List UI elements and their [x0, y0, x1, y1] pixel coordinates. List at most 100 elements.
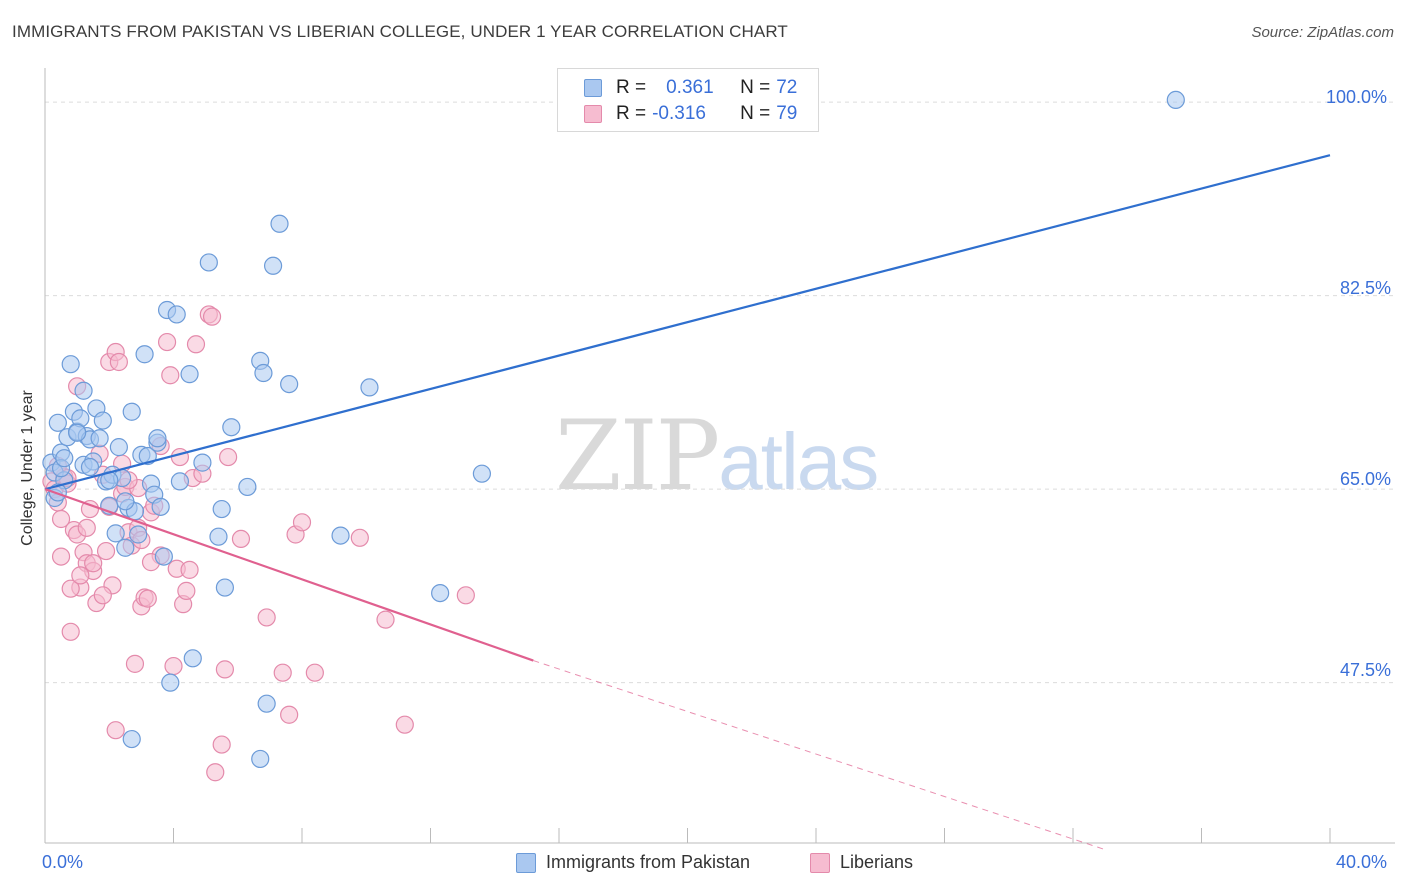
data-point — [135, 345, 154, 364]
data-point — [90, 429, 109, 448]
data-point — [215, 660, 234, 679]
legend-n-value: 72 — [776, 77, 798, 98]
data-point — [456, 586, 475, 605]
data-point — [106, 524, 125, 543]
data-point — [212, 735, 231, 754]
data-point — [170, 447, 190, 467]
data-point — [257, 694, 276, 713]
legend-r-label: R = — [616, 77, 647, 98]
data-point — [80, 457, 100, 477]
trend-line-liberians-extension — [533, 660, 1106, 851]
data-point — [238, 477, 257, 497]
data-point — [109, 438, 128, 457]
data-point — [109, 352, 128, 372]
correlation-legend: R = 0.361 N = 72 R = -0.316 N = 79 — [557, 68, 819, 132]
data-point — [1166, 90, 1185, 110]
data-point — [257, 608, 276, 627]
data-point — [280, 705, 299, 724]
legend-r-label: R = — [616, 103, 647, 124]
legend-n-value: 79 — [776, 103, 798, 124]
data-point — [161, 673, 180, 692]
data-point — [61, 355, 80, 374]
y-axis-label: College, Under 1 year — [19, 390, 36, 546]
watermark-atlas: atlas — [718, 417, 879, 506]
legend-label-liberians: Liberians — [840, 852, 914, 872]
data-point — [360, 378, 379, 397]
y-tick-100: 100.0% — [1326, 87, 1388, 107]
y-tick-47-5: 47.5% — [1340, 660, 1392, 680]
data-point — [331, 526, 350, 545]
chart-title: IMMIGRANTS FROM PAKISTAN VS LIBERIAN COL… — [12, 22, 788, 41]
data-point — [48, 483, 67, 502]
data-point — [177, 581, 196, 600]
data-point — [61, 622, 80, 641]
data-point — [167, 305, 186, 324]
data-point — [74, 381, 93, 400]
data-point — [106, 721, 125, 740]
data-point — [51, 547, 71, 566]
data-point — [164, 656, 183, 676]
data-point — [71, 566, 90, 585]
data-point — [68, 423, 87, 442]
legend-swatch-pink — [810, 852, 830, 873]
legend-row-pakistan: R = 0.361 N = 72 — [584, 75, 797, 101]
data-point — [395, 715, 414, 734]
data-point — [472, 464, 491, 483]
data-point — [251, 749, 270, 769]
data-point — [151, 497, 170, 516]
data-point — [180, 365, 199, 384]
data-point — [219, 447, 238, 467]
data-point — [209, 527, 228, 546]
data-point — [157, 332, 177, 352]
data-point — [48, 413, 67, 432]
source-label: Source: ZipAtlas.com — [1251, 24, 1394, 41]
data-point — [193, 453, 212, 472]
data-point — [61, 579, 80, 598]
legend-item-pakistan[interactable]: Immigrants from Pakistan — [516, 852, 750, 873]
data-point — [122, 729, 141, 749]
data-point — [431, 583, 450, 603]
legend-label-pakistan: Immigrants from Pakistan — [546, 852, 751, 872]
data-point — [305, 663, 324, 682]
legend-r-value: 0.361 — [666, 77, 714, 98]
legend-n-label: N = — [740, 103, 771, 124]
data-point — [270, 214, 289, 233]
data-point — [254, 363, 273, 383]
data-point — [55, 449, 74, 468]
data-point — [206, 763, 225, 782]
data-point — [212, 499, 231, 519]
data-point — [148, 429, 167, 448]
data-point — [93, 411, 112, 430]
series-legend: Immigrants from Pakistan Liberians — [0, 852, 1406, 876]
data-point — [125, 654, 145, 673]
data-point — [215, 578, 234, 597]
data-point — [186, 335, 206, 354]
data-point — [84, 554, 103, 573]
data-point — [222, 418, 241, 437]
watermark: ZIPatlas — [555, 400, 879, 512]
data-point — [183, 649, 202, 668]
data-point — [129, 525, 148, 544]
legend-item-liberians[interactable]: Liberians — [810, 852, 913, 873]
x-tick-min: 0.0% — [42, 852, 84, 872]
data-point — [154, 547, 173, 566]
data-point — [116, 492, 135, 511]
data-point — [263, 256, 283, 275]
data-point — [376, 610, 395, 629]
data-point — [77, 518, 96, 537]
x-tick-max: 40.0% — [1336, 852, 1388, 872]
watermark-zip: ZIP — [555, 400, 720, 512]
data-point — [273, 663, 292, 682]
data-point — [180, 560, 199, 579]
data-point — [161, 366, 180, 385]
data-point — [350, 528, 369, 547]
legend-swatch-blue — [516, 852, 536, 873]
legend-n-label: N = — [740, 77, 771, 98]
trend-line-pakistan — [44, 154, 1331, 491]
data-point — [231, 529, 251, 549]
trend-line-liberians — [44, 488, 534, 662]
data-point — [138, 589, 157, 608]
data-point — [51, 509, 71, 529]
legend-r-value: -0.316 — [652, 103, 706, 124]
